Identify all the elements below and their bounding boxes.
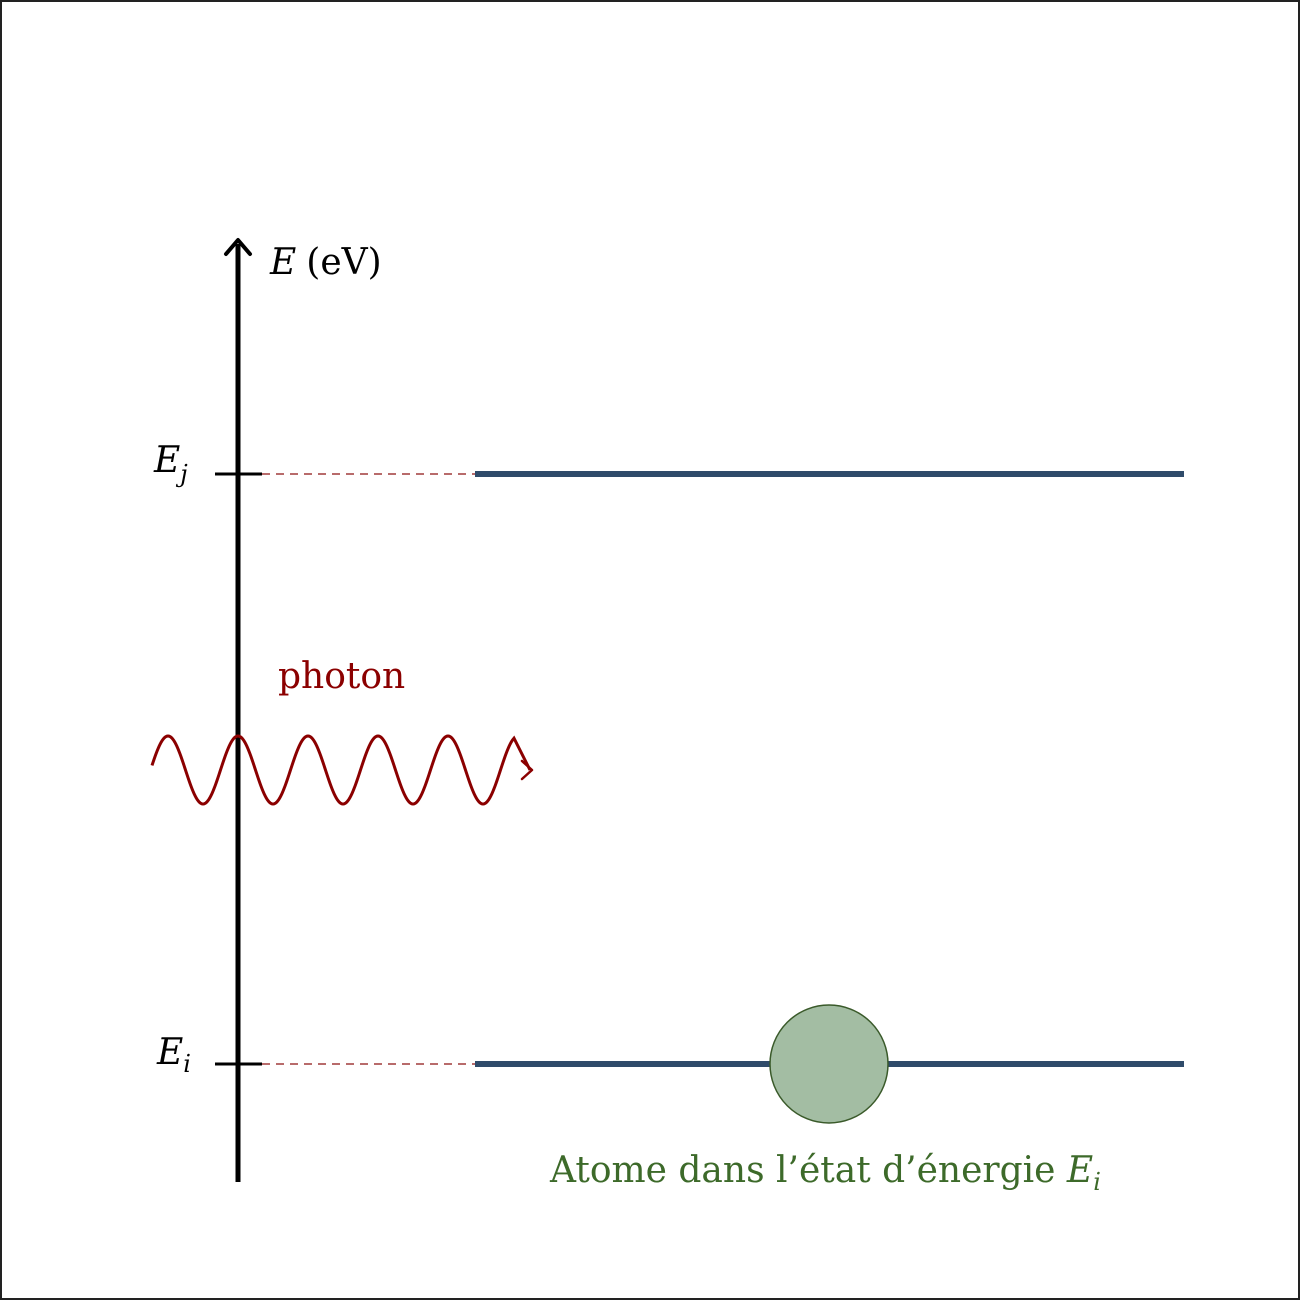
photon-arrowhead: [520, 759, 534, 781]
atom: [769, 1004, 889, 1124]
energy-axis-arrowhead: [224, 238, 252, 256]
lower-level-label: Ei: [156, 1032, 191, 1078]
photon-wave: [150, 734, 532, 806]
axis-label: E (eV): [269, 242, 382, 283]
atom-caption: Atome dans l’état d’énergie Ei: [549, 1150, 1101, 1196]
upper-level-label: Ej: [153, 440, 188, 488]
photon-label: photon: [278, 656, 405, 697]
